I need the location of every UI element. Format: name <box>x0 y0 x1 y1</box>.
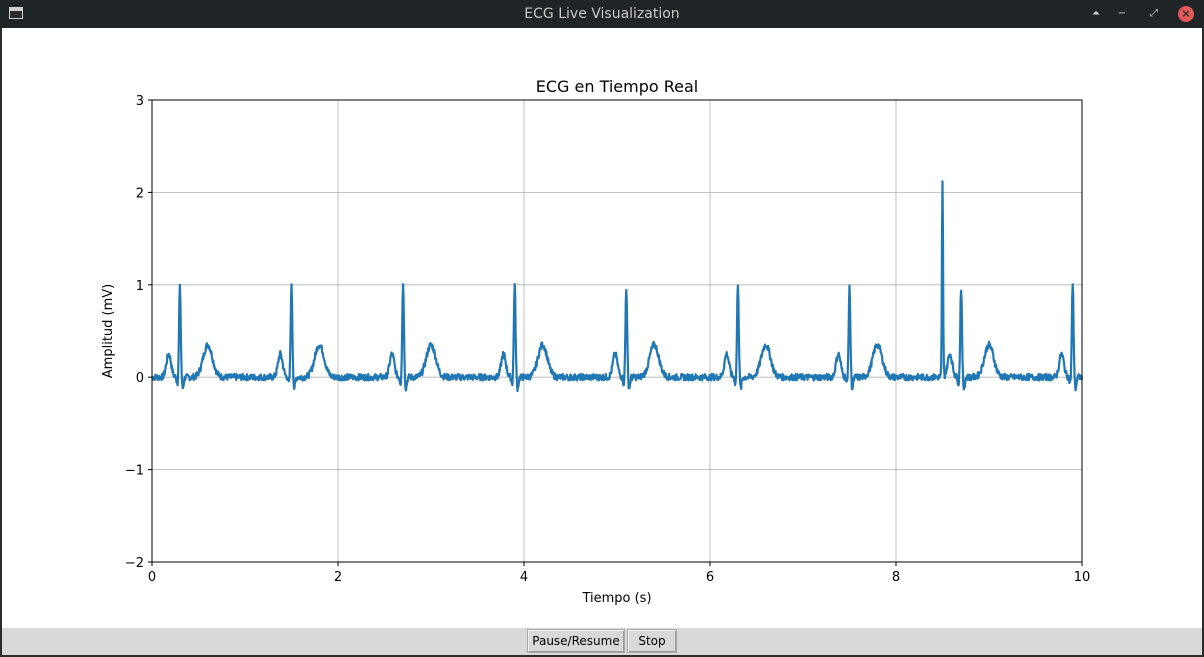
title-bar[interactable]: ECG Live Visualization ⏶ − ⤢ × <box>0 0 1204 28</box>
minimize-icon[interactable]: − <box>1117 8 1127 19</box>
x-tick-label: 2 <box>334 570 342 585</box>
figure-canvas: 0 2 4 6 8 10 −2 −1 0 1 2 3 ECG en Tiempo Real Tiempo … <box>2 28 1202 628</box>
stop-button[interactable]: Stop <box>627 629 677 653</box>
y-tick-label: −1 <box>125 464 144 479</box>
ecg-series-line <box>151 180 1084 393</box>
window-title: ECG Live Visualization <box>524 6 680 22</box>
client-area: 0 2 4 6 8 10 −2 −1 0 1 2 3 ECG en Tiempo Real Tiempo … <box>2 28 1202 655</box>
x-axis-label: Tiempo (s) <box>581 591 651 606</box>
x-tick-label: 4 <box>520 570 528 585</box>
y-axis-label: Amplitud (mV) <box>101 284 116 378</box>
restore-icon[interactable]: ⤢ <box>1150 8 1158 19</box>
y-tick-label: 2 <box>136 186 144 201</box>
ecg-chart: 0 2 4 6 8 10 −2 −1 0 1 2 3 ECG en Tiempo Real Tiempo … <box>101 77 1091 606</box>
keep-above-icon[interactable]: ⏶ <box>1092 8 1100 19</box>
pause-resume-button[interactable]: Pause/Resume <box>527 629 625 653</box>
y-tick-label: 1 <box>136 279 144 294</box>
plot-frame <box>151 99 1083 563</box>
control-bar: Pause/Resume Stop <box>2 628 1202 655</box>
x-tick-label: 6 <box>706 570 714 585</box>
x-tick-label: 10 <box>1074 570 1091 585</box>
y-tick-label: 0 <box>136 371 144 386</box>
close-icon[interactable]: × <box>1178 6 1194 22</box>
window-icon[interactable] <box>9 7 23 19</box>
y-tick-label: 3 <box>136 94 144 109</box>
x-tick-label: 0 <box>148 570 156 585</box>
chart-title: ECG en Tiempo Real <box>536 77 699 96</box>
y-tick-label: −2 <box>125 556 144 571</box>
x-tick-label: 8 <box>892 570 900 585</box>
